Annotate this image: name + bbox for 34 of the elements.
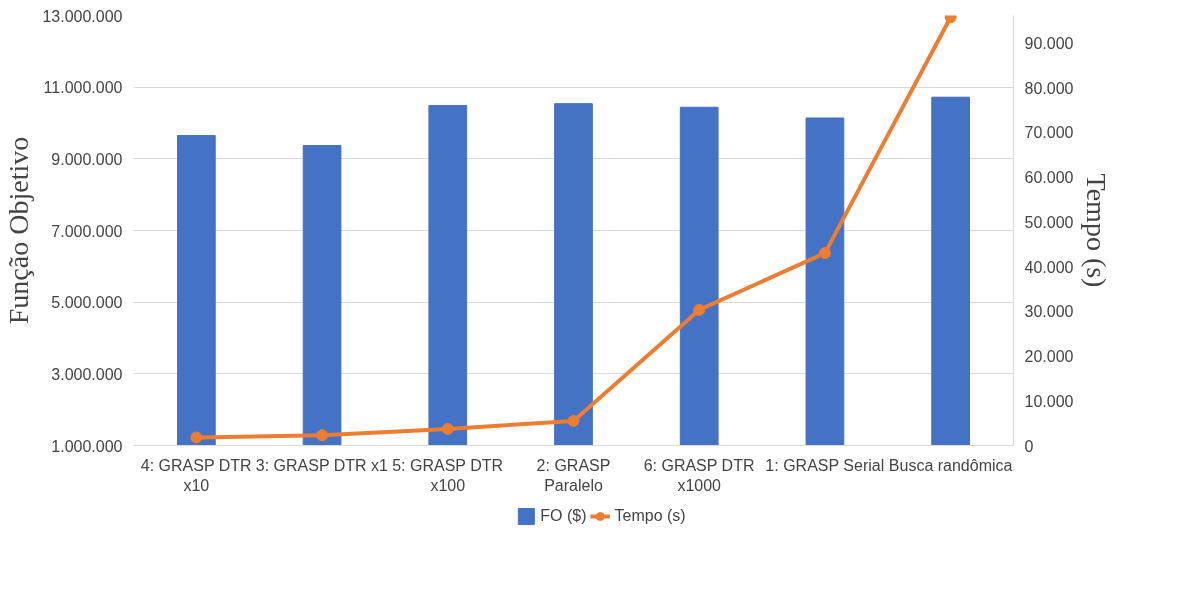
x-tick-label: 6: GRASP DTR x1000 bbox=[643, 456, 755, 494]
y-tick-label: 7.000.000 bbox=[51, 222, 123, 240]
y2-tick-label: 60.000 bbox=[1024, 169, 1074, 187]
x-tick-label: 5: GRASP DTR x100 bbox=[392, 456, 504, 494]
y2-tick-label: 10.000 bbox=[1024, 392, 1074, 410]
y2-tick-label: 30.000 bbox=[1024, 303, 1074, 321]
y2-tick-label: 70.000 bbox=[1024, 124, 1074, 142]
y-tick-label: 11.000.000 bbox=[43, 79, 123, 97]
x-tick-label: 4: GRASP DTR x10 bbox=[140, 456, 252, 494]
y2-tick-label: 0 bbox=[1024, 437, 1034, 455]
legend-label: Tempo (s) bbox=[614, 507, 686, 525]
point bbox=[567, 414, 580, 427]
point bbox=[316, 429, 329, 442]
legend-label: FO ($) bbox=[540, 507, 587, 525]
y-axis-title: Função Objetivo bbox=[3, 136, 35, 325]
point bbox=[190, 431, 203, 444]
y2-axis-title: Tempo (s) bbox=[1081, 173, 1113, 288]
y2-tick-label: 20.000 bbox=[1024, 348, 1074, 366]
y2-tick-label: 90.000 bbox=[1024, 34, 1074, 52]
y-tick-label: 3.000.000 bbox=[51, 365, 123, 383]
x-tick-label: 1: GRASP Serial bbox=[765, 456, 885, 474]
y-tick-label: 9.000.000 bbox=[51, 150, 123, 168]
y2-tick-label: 50.000 bbox=[1024, 213, 1074, 231]
point bbox=[441, 422, 454, 435]
point bbox=[693, 303, 706, 316]
y-tick-label: 5.000.000 bbox=[51, 294, 123, 312]
y2-tick-label: 40.000 bbox=[1024, 258, 1074, 276]
y-tick-label: 1.000.000 bbox=[51, 437, 123, 455]
x-tick-label: 3: GRASP DTR x1 bbox=[255, 456, 389, 474]
y2-tick-label: 80.000 bbox=[1024, 79, 1074, 97]
y-tick-label: 13.000.000 bbox=[42, 7, 123, 25]
point bbox=[818, 247, 831, 260]
x-tick-label: Busca randômica bbox=[888, 456, 1013, 474]
x-tick-label: 2: GRASP Paralelo bbox=[536, 456, 611, 494]
